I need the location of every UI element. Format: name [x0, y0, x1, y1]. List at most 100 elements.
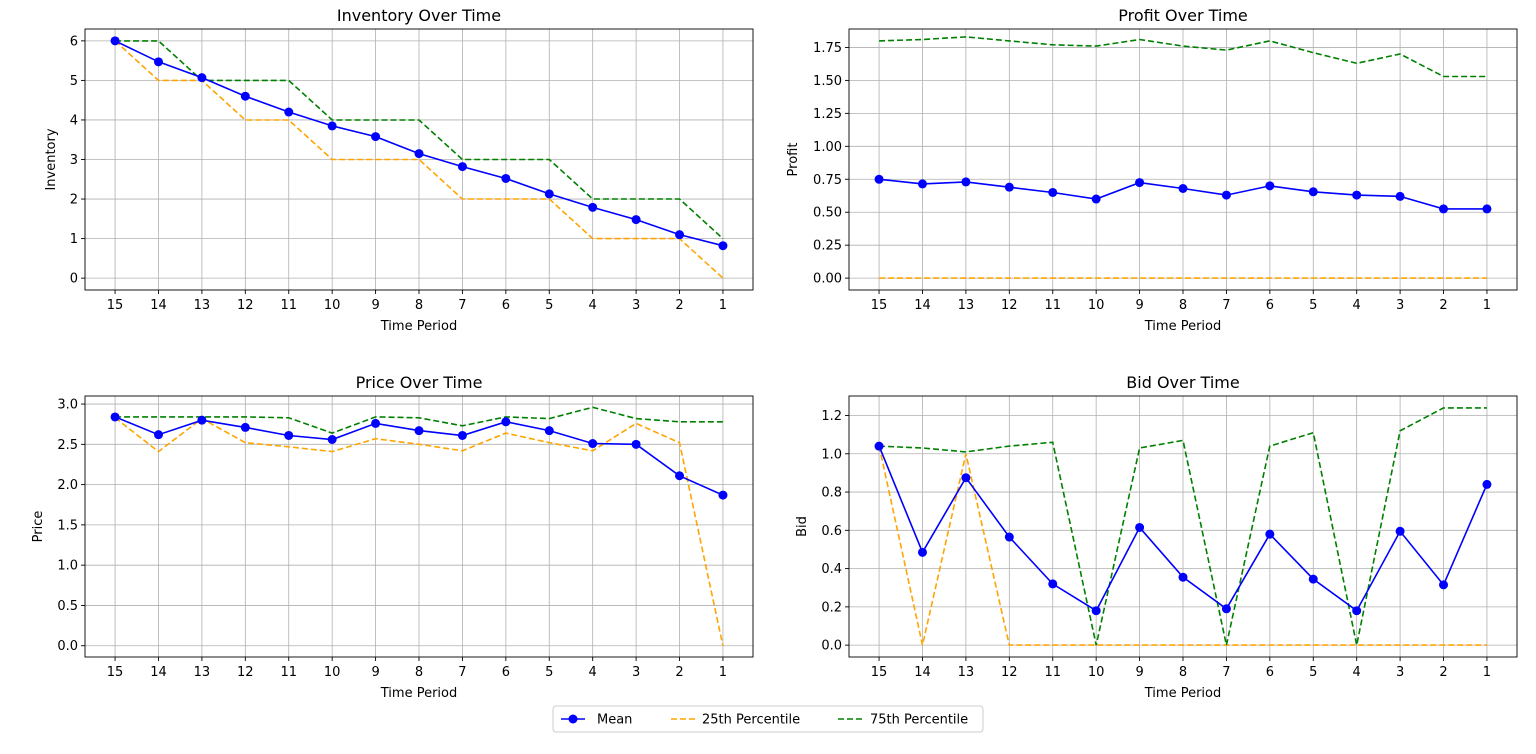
grid-lines — [849, 29, 1517, 290]
x-tick-label: 3 — [632, 298, 640, 313]
chart-title: Price Over Time — [356, 373, 483, 392]
y-tick-label: 0.6 — [821, 524, 842, 539]
y-tick-label: 6 — [70, 34, 78, 49]
data-point-mean — [501, 417, 511, 427]
y-tick-label: 0.00 — [813, 272, 842, 287]
x-tick-label: 2 — [675, 665, 683, 680]
data-point-mean — [110, 36, 120, 46]
data-point-mean — [718, 490, 728, 500]
y-axis-label: Bid — [795, 516, 810, 537]
data-point-mean — [240, 422, 250, 432]
data-point-mean — [327, 435, 337, 444]
x-tick-label: 14 — [150, 298, 167, 313]
x-tick-label: 6 — [1266, 298, 1274, 313]
x-axis-label: Time Period — [380, 319, 457, 334]
data-point-mean — [1135, 178, 1145, 188]
x-tick-label: 8 — [1179, 665, 1187, 680]
series-line-p75 — [879, 36, 1487, 78]
legend-frame — [552, 705, 984, 733]
x-tick-label: 14 — [150, 665, 167, 680]
data-point-mean — [675, 471, 685, 481]
series-line-p25 — [878, 445, 1487, 646]
data-point-mean — [1048, 579, 1058, 589]
x-tick-label: 4 — [1353, 665, 1361, 680]
data-point-mean — [1048, 187, 1058, 197]
x-tick-label: 6 — [502, 298, 510, 313]
x-tick-label: 2 — [1439, 298, 1447, 313]
chart-panel-3: 15 14 13 12 11 10 9 8 7 6 5 4 3 2 1 0.0 0.5 1.0 1.5 2.0 2.5 3… — [31, 373, 754, 701]
data-point-mean — [588, 202, 598, 212]
legend-entry-p75: 75th Percentile — [838, 713, 968, 728]
y-tick-label: 1.0 — [57, 559, 78, 574]
y-tick-label: 0.0 — [821, 639, 842, 654]
data-point-mean — [1265, 181, 1275, 191]
x-tick-label: 2 — [675, 298, 683, 313]
data-point-mean — [1004, 532, 1014, 542]
x-axis-label: Time Period — [380, 686, 457, 701]
x-tick-label: 12 — [1001, 665, 1018, 680]
series-line-p75 — [115, 40, 724, 240]
x-tick-label: 10 — [1088, 298, 1105, 313]
y-tick-label: 0.0 — [57, 639, 78, 654]
x-tick-label: 4 — [1353, 298, 1361, 313]
x-tick-label: 8 — [415, 665, 423, 680]
x-tick-label: 7 — [458, 298, 466, 313]
data-point-mean — [1482, 479, 1492, 489]
x-tick-label: 1 — [1483, 298, 1491, 313]
x-tick-label: 5 — [545, 298, 553, 313]
x-tick-label: 6 — [1266, 665, 1274, 680]
data-point-mean — [1308, 574, 1318, 584]
data-point-mean — [917, 179, 927, 189]
data-point-mean — [284, 430, 294, 440]
y-tick-label: 0.4 — [821, 562, 842, 577]
legend-entry-mean: Mean — [561, 713, 632, 728]
x-tick-label: 11 — [280, 665, 297, 680]
data-point-mean — [327, 121, 337, 131]
x-tick-label: 13 — [958, 665, 975, 680]
x-tick-label: 12 — [237, 665, 254, 680]
y-tick-label: 1.2 — [821, 409, 842, 424]
series-line-p25 — [114, 417, 724, 646]
y-tick-label: 1.5 — [57, 518, 78, 533]
y-tick-label: 3.0 — [57, 398, 78, 413]
x-tick-label: 15 — [871, 665, 888, 680]
x-tick-label: 3 — [632, 665, 640, 680]
data-point-mean — [1178, 184, 1188, 193]
data-point-mean — [1352, 606, 1362, 616]
y-axis-label: Price — [31, 511, 46, 543]
legend-entry-p25: 25th Percentile — [671, 713, 800, 728]
x-tick-label: 2 — [1439, 665, 1447, 680]
x-tick-label: 9 — [371, 665, 379, 680]
data-point-mean — [1352, 190, 1362, 200]
series-line-p75 — [879, 407, 1487, 646]
grid-lines — [85, 396, 753, 657]
y-tick-label: 2.5 — [57, 438, 78, 453]
data-point-mean — [197, 415, 207, 425]
data-point-mean — [197, 73, 207, 83]
x-tick-label: 10 — [324, 665, 341, 680]
data-point-mean — [1091, 606, 1101, 616]
y-tick-label: 1.75 — [813, 41, 842, 56]
data-point-mean — [1221, 604, 1231, 614]
data-point-mean — [1395, 191, 1405, 201]
x-tick-label: 7 — [1222, 665, 1230, 680]
data-point-mean — [1265, 529, 1275, 539]
data-point-mean — [1395, 526, 1405, 536]
x-tick-label: 9 — [1135, 298, 1143, 313]
x-tick-label: 13 — [958, 298, 975, 313]
x-tick-label: 3 — [1396, 298, 1404, 313]
data-point-mean — [1482, 204, 1492, 214]
data-point-mean — [961, 473, 971, 483]
y-tick-label: 0.5 — [57, 599, 78, 614]
data-point-mean — [588, 439, 598, 449]
x-tick-label: 12 — [237, 298, 254, 313]
x-tick-label: 1 — [1483, 665, 1491, 680]
data-point-mean — [240, 91, 250, 101]
data-point-mean — [917, 547, 927, 557]
chart-panel-2: 15 14 13 12 11 10 9 8 7 6 5 4 3 2 1 0.00 0.25 0.50 0.75 1.0… — [786, 6, 1518, 334]
x-tick-label: 7 — [1222, 298, 1230, 313]
x-tick-label: 11 — [1044, 665, 1061, 680]
x-tick-label: 14 — [914, 298, 931, 313]
chart-panel-4: 15 14 13 12 11 10 9 8 7 6 5 4 3 2 1 0.0 0.2 0.4 0.6 0.8 1.0 1… — [795, 373, 1518, 701]
